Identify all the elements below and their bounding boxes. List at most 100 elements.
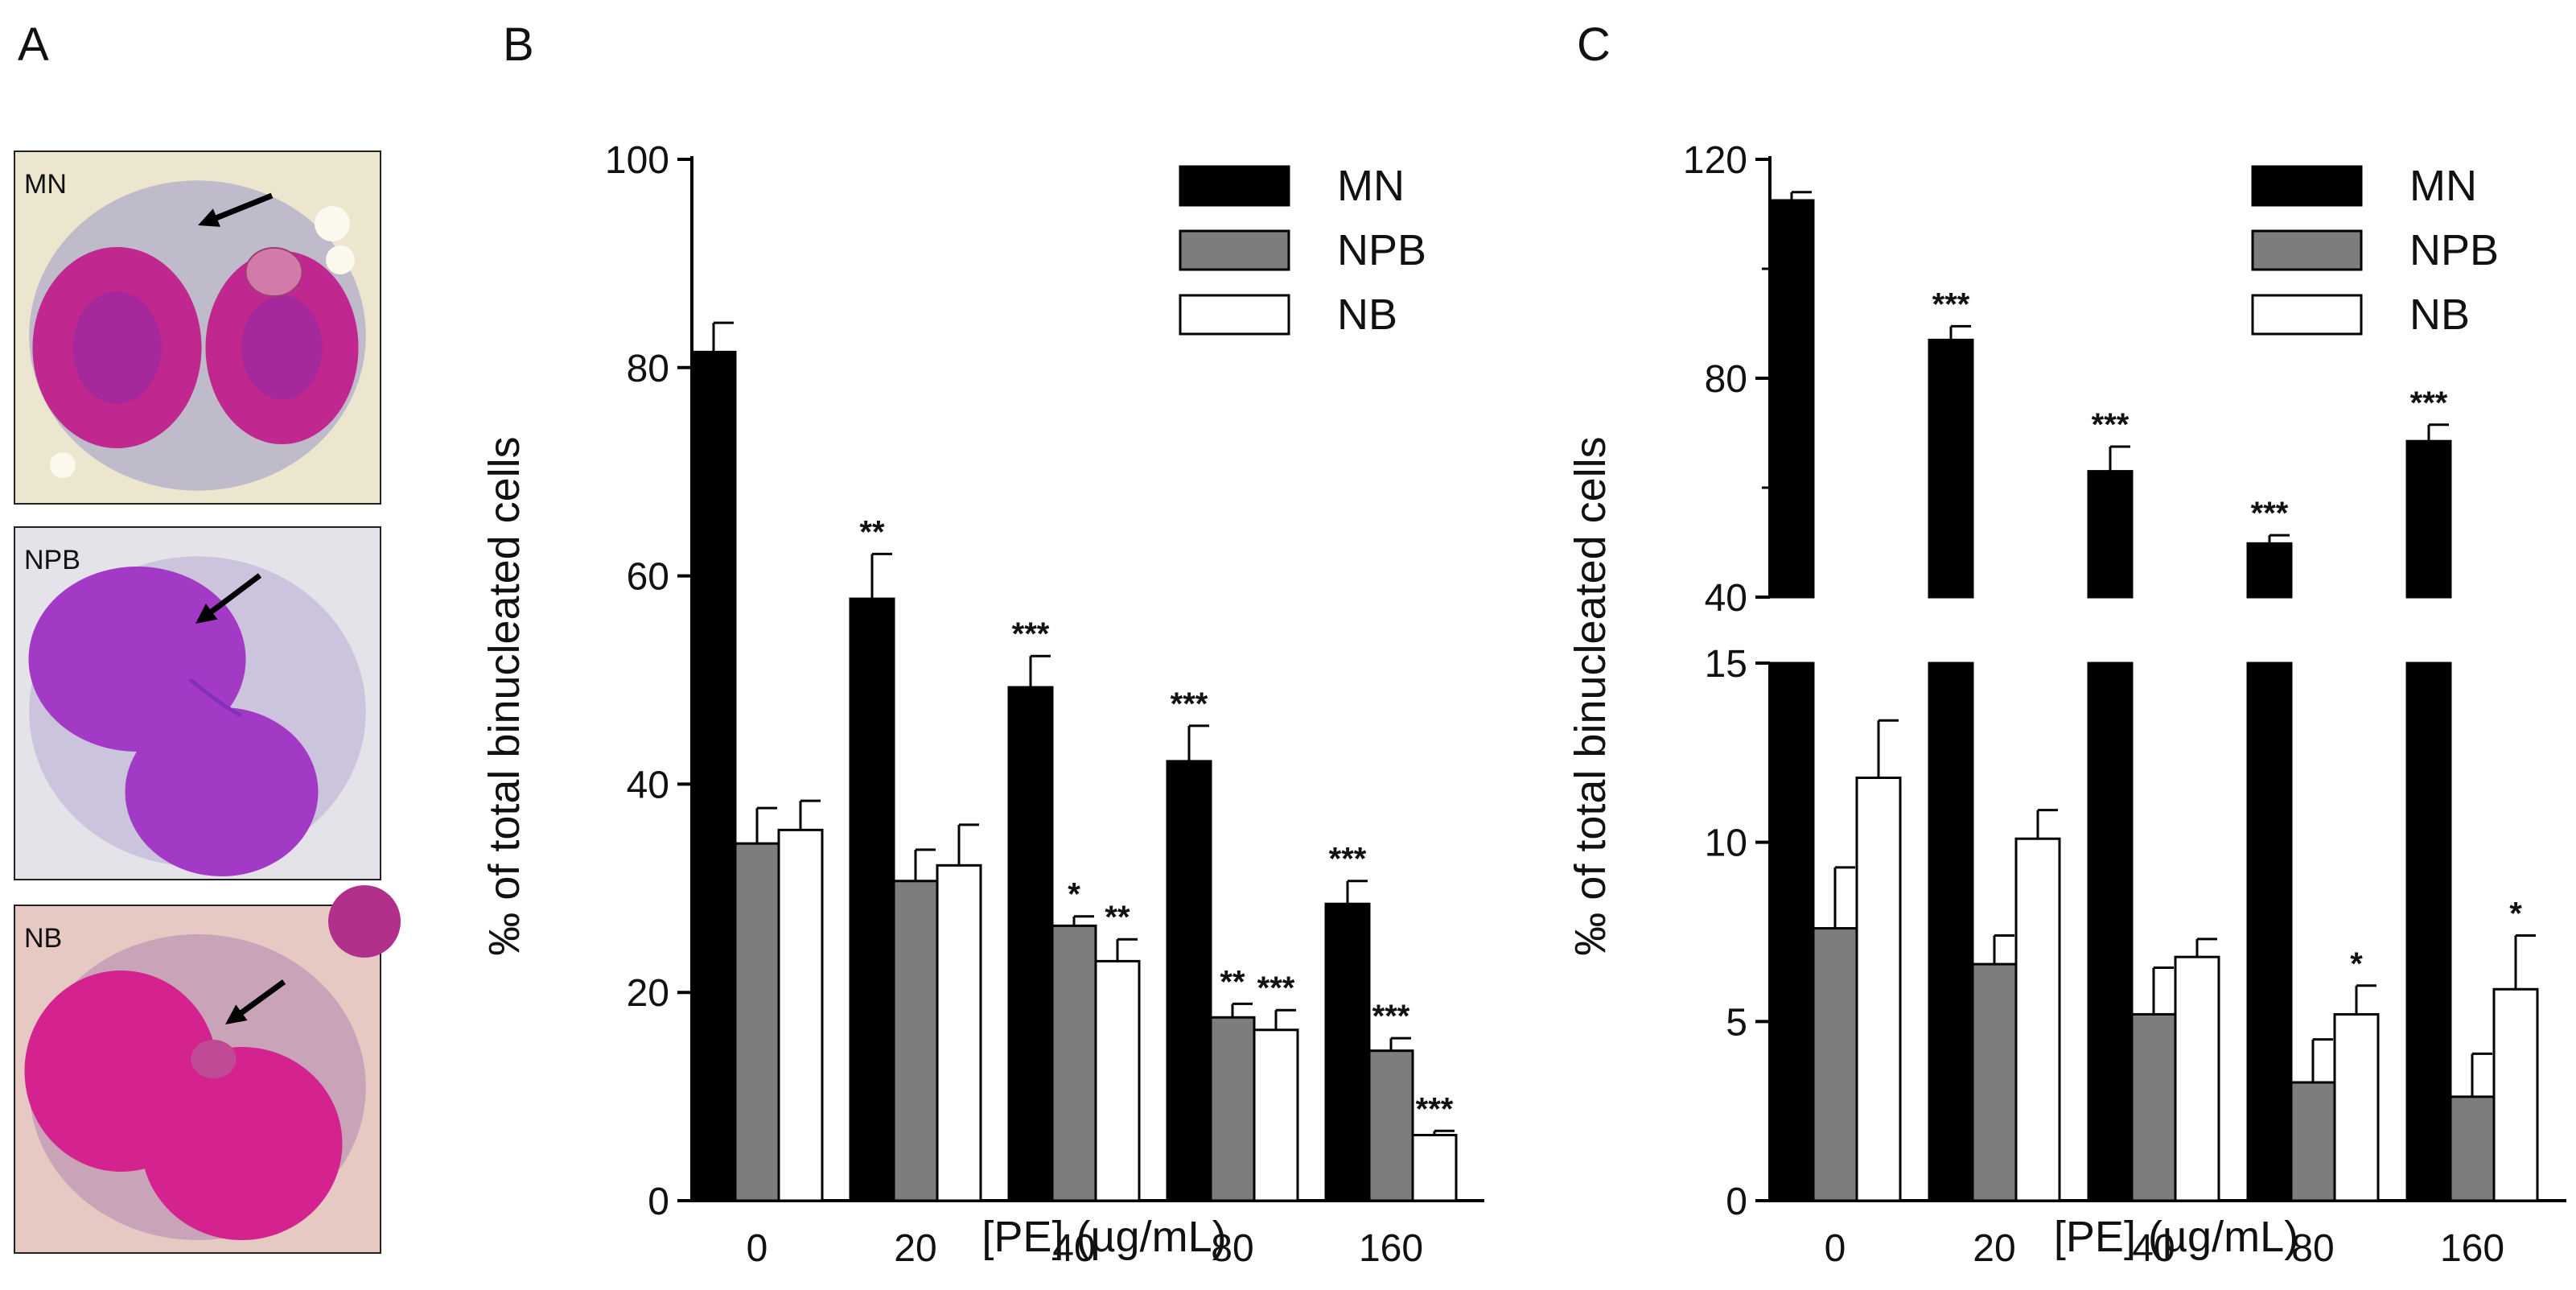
y-axis-title: ‰ of total binucleated cells — [1566, 436, 1615, 955]
significance-label: * — [1068, 877, 1080, 913]
legend-label-npb: NPB — [1337, 226, 1426, 274]
panel-a: A MN NPB NB — [14, 19, 401, 1254]
x-tick-label: 80 — [1211, 1227, 1253, 1270]
nucleus — [141, 1047, 343, 1240]
y-tick-label: 80 — [1705, 358, 1747, 401]
significance-label: *** — [1416, 1091, 1454, 1127]
micrograph-label: NPB — [24, 545, 80, 575]
y-tick-label: 20 — [627, 972, 669, 1015]
bar-npb-20 — [1971, 962, 2018, 1202]
vacuole — [50, 452, 76, 478]
x-tick-label: 160 — [2440, 1227, 2504, 1270]
nuclear-bud — [191, 1040, 237, 1078]
arrow-head-icon — [198, 208, 220, 227]
y-tick-label: 15 — [1705, 643, 1747, 686]
bar-mn-160 — [2405, 439, 2452, 599]
significance-label: *** — [1012, 616, 1050, 652]
micronucleus — [245, 247, 303, 297]
bar-nb-20 — [936, 863, 982, 1202]
bar-mn-40 — [1007, 686, 1054, 1202]
significance-label: ** — [859, 514, 885, 550]
neighbor-cell — [328, 885, 401, 958]
nucleus — [125, 707, 319, 876]
x-tick-label: 80 — [2291, 1227, 2334, 1270]
y-tick-label: 80 — [627, 348, 669, 390]
legend-swatch-npb — [1179, 229, 1290, 271]
bar-npb-20 — [892, 880, 939, 1202]
nucleus — [28, 567, 246, 752]
micrograph-label: MN — [24, 169, 67, 200]
vacuole — [326, 245, 355, 274]
bar-nb-80 — [1253, 1028, 1299, 1202]
significance-label: * — [2509, 896, 2522, 931]
bar-npb-0 — [1812, 927, 1858, 1202]
legend-swatch-npb — [2251, 229, 2363, 271]
bar-nb-160 — [2492, 987, 2539, 1202]
significance-label: * — [2350, 946, 2363, 982]
significance-label: *** — [1372, 999, 1410, 1034]
significance-label: *** — [2251, 496, 2289, 531]
x-tick-label: 0 — [1825, 1227, 1846, 1270]
micrograph-label: NB — [24, 923, 62, 954]
y-tick-label: 40 — [627, 764, 669, 806]
panel-c: C 40801200510150***20***40****80****160‰… — [1566, 19, 2566, 1270]
legend-label-npb: NPB — [2409, 226, 2499, 274]
y-tick-label: 0 — [1726, 1181, 1747, 1223]
panel-b-letter: B — [503, 19, 534, 71]
bar-nb-160 — [1411, 1133, 1458, 1202]
y-tick-label: 0 — [648, 1181, 669, 1223]
y-tick-label: 5 — [1726, 1001, 1747, 1044]
nucleoplasmic-bridge — [187, 678, 243, 718]
y-tick-label: 40 — [1705, 577, 1747, 620]
bar-npb-160 — [2449, 1095, 2496, 1202]
x-tick-label: 40 — [1052, 1227, 1095, 1270]
y-axis-title: ‰ of total binucleated cells — [480, 436, 529, 955]
micrograph-stack: MN NPB NB — [14, 150, 401, 1254]
significance-label: ** — [1220, 964, 1245, 999]
bar-mn-40 — [2087, 661, 2134, 1202]
legend-label-nb: NB — [1337, 291, 1397, 339]
bar-nb-0 — [777, 828, 824, 1202]
significance-label: *** — [2410, 385, 2448, 421]
significance-label: *** — [1932, 286, 1970, 322]
bar-nb-40 — [1094, 959, 1141, 1202]
legend-swatch-nb — [2251, 294, 2363, 336]
bar-nb-40 — [2174, 955, 2220, 1202]
x-axis-title: [PE] (µg/mL) — [981, 1213, 1226, 1261]
bar-mn-80 — [1166, 760, 1212, 1202]
y-tick-label: 60 — [627, 556, 669, 599]
x-axis-title: [PE] (µg/mL) — [2054, 1213, 2298, 1261]
bar-mn-160 — [1324, 902, 1371, 1202]
x-tick-label: 0 — [747, 1227, 768, 1270]
micrograph-npb: NPB — [14, 526, 381, 880]
significance-label: *** — [1171, 686, 1208, 722]
significance-label: *** — [1329, 842, 1367, 877]
micrograph-nb: NB — [14, 885, 401, 1254]
panel-a-letter: A — [18, 19, 49, 71]
chromatin — [241, 295, 323, 400]
bar-mn-0 — [1768, 661, 1815, 1202]
bar-npb-80 — [2290, 1081, 2336, 1202]
bar-nb-20 — [2014, 837, 2061, 1202]
bar-npb-160 — [1368, 1049, 1414, 1202]
panel-c-letter: C — [1577, 19, 1611, 71]
chromatin — [72, 291, 162, 404]
arrow-head-icon — [195, 604, 218, 624]
y-tick-label: 10 — [1705, 822, 1747, 865]
bar-nb-80 — [2333, 1012, 2380, 1202]
bar-mn-80 — [2246, 661, 2293, 1202]
arrow-head-icon — [225, 1004, 248, 1024]
bar-mn-160 — [2405, 661, 2452, 1202]
bar-mn-80 — [2246, 542, 2293, 599]
bar-mn-0 — [690, 350, 737, 1202]
bar-mn-0 — [1768, 199, 1815, 599]
bar-nb-0 — [1855, 777, 1902, 1202]
bar-npb-40 — [1051, 924, 1097, 1202]
legend-swatch-mn — [1179, 165, 1290, 207]
bar-mn-20 — [849, 597, 895, 1202]
bar-mn-20 — [1928, 338, 1974, 599]
